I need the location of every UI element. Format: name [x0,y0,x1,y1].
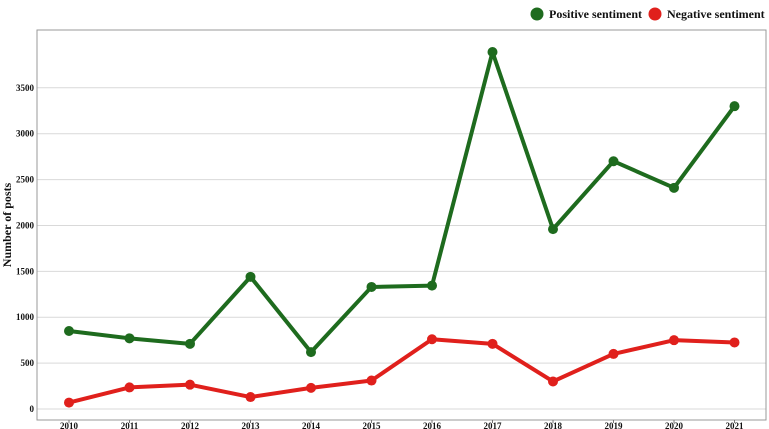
legend-marker [648,7,662,21]
x-tick-label: 2012 [181,421,200,429]
legend-marker [530,7,544,21]
data-point-positive-sentiment [669,182,679,193]
data-point-negative-sentiment [245,392,256,403]
x-tick-label: 2017 [484,421,503,429]
y-tick-label: 1000 [16,312,35,322]
data-point-negative-sentiment [306,382,316,393]
legend-label: Negative sentiment [667,7,765,21]
data-point-negative-sentiment [427,334,437,345]
data-point-positive-sentiment [729,101,740,112]
data-point-negative-sentiment [729,337,740,348]
series-line-positive-sentiment [67,50,737,355]
data-point-negative-sentiment [366,375,377,386]
y-tick-label: 500 [21,358,35,368]
data-point-positive-sentiment [487,47,498,58]
y-axis-ticks: 0 500 1000 1500 2000 2500 3000 3500 [16,83,35,414]
data-point-positive-sentiment [366,281,377,292]
data-point-negative-sentiment [548,376,558,387]
x-tick-label: 2010 [60,421,79,429]
legend-label: Positive sentiment [549,7,642,21]
plot-area-frame [36,29,767,421]
y-tick-label: 3500 [16,83,35,93]
data-point-positive-sentiment [124,333,135,344]
x-tick-label: 2021 [726,421,745,429]
x-tick-label: 2011 [121,421,139,429]
series-positive-sentiment [64,47,740,358]
legend-item-positive-sentiment: Positive sentiment [530,7,642,21]
data-point-negative-sentiment [185,379,195,390]
x-tick-label: 2018 [544,421,563,429]
data-point-positive-sentiment [427,280,437,291]
data-point-positive-sentiment [548,224,558,235]
series-line-negative-sentiment [67,337,737,405]
data-point-positive-sentiment [185,338,195,349]
data-point-positive-sentiment [245,271,256,282]
series-negative-sentiment [64,334,740,408]
x-tick-label: 2014 [302,421,321,429]
data-point-positive-sentiment [608,156,619,167]
data-point-negative-sentiment [124,382,135,393]
x-tick-label: 2013 [242,421,261,429]
x-tick-label: 2016 [423,421,442,429]
data-point-positive-sentiment [306,347,316,358]
y-tick-label: 0 [30,404,35,414]
y-tick-label: 1500 [16,266,35,276]
data-point-negative-sentiment [64,397,74,408]
data-point-negative-sentiment [669,335,679,346]
y-axis-title: Number of posts [0,182,14,267]
x-tick-label: 2020 [665,421,684,429]
data-point-negative-sentiment [487,338,498,349]
legend: Positive sentiment Negative sentiment [530,7,765,21]
x-tick-label: 2015 [363,421,382,429]
y-tick-label: 3000 [16,129,35,139]
grid-lines [37,87,766,410]
x-tick-label: 2019 [605,421,624,429]
legend-item-negative-sentiment: Negative sentiment [648,7,765,21]
data-point-negative-sentiment [608,348,619,359]
y-tick-label: 2500 [16,175,35,185]
x-axis-ticks: 2010 2011 2012 2013 2014 2015 2016 2017 2018 2019… [60,420,744,429]
data-point-positive-sentiment [64,325,74,336]
y-tick-label: 2000 [16,220,35,230]
series-layer [64,47,740,408]
